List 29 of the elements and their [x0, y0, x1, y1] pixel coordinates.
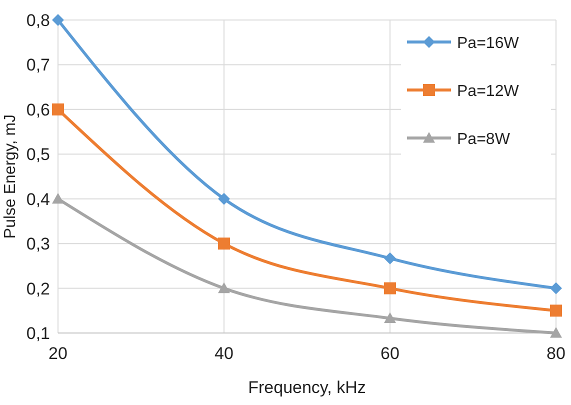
- point: [384, 312, 396, 324]
- x-axis-title: Frequency, kHz: [248, 378, 366, 397]
- x-tick-label: 20: [48, 344, 68, 363]
- point: [218, 238, 230, 250]
- legend-label: Pa=12W: [457, 83, 520, 100]
- x-tick-label: 40: [214, 344, 234, 363]
- point: [550, 304, 562, 317]
- y-tick-label: 0,7: [26, 56, 50, 75]
- legend-label: Pa=16W: [457, 35, 520, 52]
- point: [52, 103, 64, 116]
- y-tick-label: 0,1: [26, 324, 50, 343]
- point: [52, 14, 64, 26]
- y-axis-title: Pulse Energy, mJ: [2, 114, 19, 239]
- y-tick-label: 0,8: [26, 11, 50, 30]
- x-tick-label: 60: [380, 344, 400, 363]
- y-tick-label: 0,3: [26, 234, 50, 254]
- legend-label: Pa=8W: [457, 131, 511, 148]
- point: [384, 282, 396, 294]
- point: [52, 192, 64, 204]
- point: [384, 252, 396, 264]
- y-tick-label: 0,5: [26, 145, 50, 164]
- y-tick-label: 0,6: [26, 100, 50, 120]
- point: [550, 282, 562, 294]
- point: [218, 282, 230, 294]
- point: [218, 192, 230, 205]
- y-tick-label: 0,2: [26, 279, 50, 298]
- y-tick-label: 0,4: [26, 190, 50, 209]
- x-tick-label: 80: [546, 344, 566, 363]
- point: [550, 327, 562, 338]
